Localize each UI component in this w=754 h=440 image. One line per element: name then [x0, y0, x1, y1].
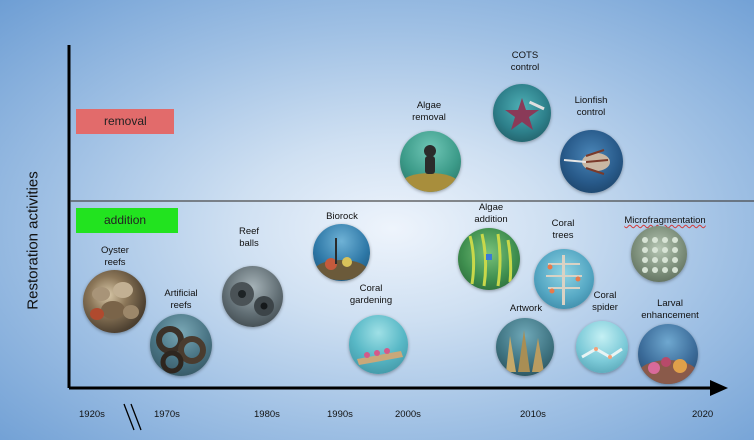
activity-label-cots-control: COTS control	[510, 50, 540, 73]
oyster-reefs-photo	[83, 270, 146, 333]
activity-label-lionfish-control: Lionfish control	[574, 95, 608, 118]
coral-gardening-photo	[349, 315, 408, 374]
activity-label-artificial-reefs: Artificial reefs	[164, 288, 198, 311]
activity-label-algae-removal: Algae removal	[412, 100, 446, 123]
year-label-1920s: 1920s	[79, 409, 105, 420]
larval-enhancement-photo	[638, 324, 698, 384]
lionfish-control-photo	[560, 130, 623, 193]
activity-label-microfragmentation: Microfragmentation	[624, 215, 706, 226]
axis-break-mark	[123, 403, 142, 431]
reef-balls-photo	[222, 266, 283, 327]
algae-addition-photo	[458, 228, 520, 290]
algae-removal-photo	[400, 131, 461, 192]
cots-control-photo	[493, 84, 551, 142]
removal-label: removal	[76, 109, 174, 134]
year-label-2020: 2020	[692, 409, 714, 420]
microfragmentation-photo	[631, 226, 687, 282]
addition-label: addition	[76, 208, 178, 233]
activity-label-coral-gardening: Coral gardening	[349, 283, 393, 306]
year-label-2000s: 2000s	[395, 409, 421, 420]
coral-trees-photo	[534, 249, 594, 309]
activity-label-artwork: Artwork	[509, 303, 543, 314]
artificial-reefs-photo	[150, 314, 212, 376]
activity-label-biorock: Biorock	[326, 211, 358, 222]
x-axis-arrowhead	[710, 380, 728, 396]
y-axis-label: Restoration activities	[24, 171, 42, 310]
artwork-photo	[496, 318, 554, 376]
biorock-photo	[313, 224, 370, 281]
activity-label-larval-enhancement: Larval enhancement	[641, 298, 699, 321]
activity-label-coral-spider: Coral spider	[592, 290, 618, 313]
activity-label-coral-trees: Coral trees	[551, 218, 575, 241]
year-label-1970s: 1970s	[154, 409, 180, 420]
year-label-2010s: 2010s	[520, 409, 546, 420]
year-label-1990s: 1990s	[327, 409, 353, 420]
activity-label-algae-addition: Algae addition	[474, 202, 508, 225]
year-label-1980s: 1980s	[254, 409, 280, 420]
activity-label-oyster-reefs: Oyster reefs	[101, 245, 129, 268]
activity-label-reef-balls: Reef balls	[238, 226, 260, 249]
coral-spider-photo	[576, 321, 628, 373]
